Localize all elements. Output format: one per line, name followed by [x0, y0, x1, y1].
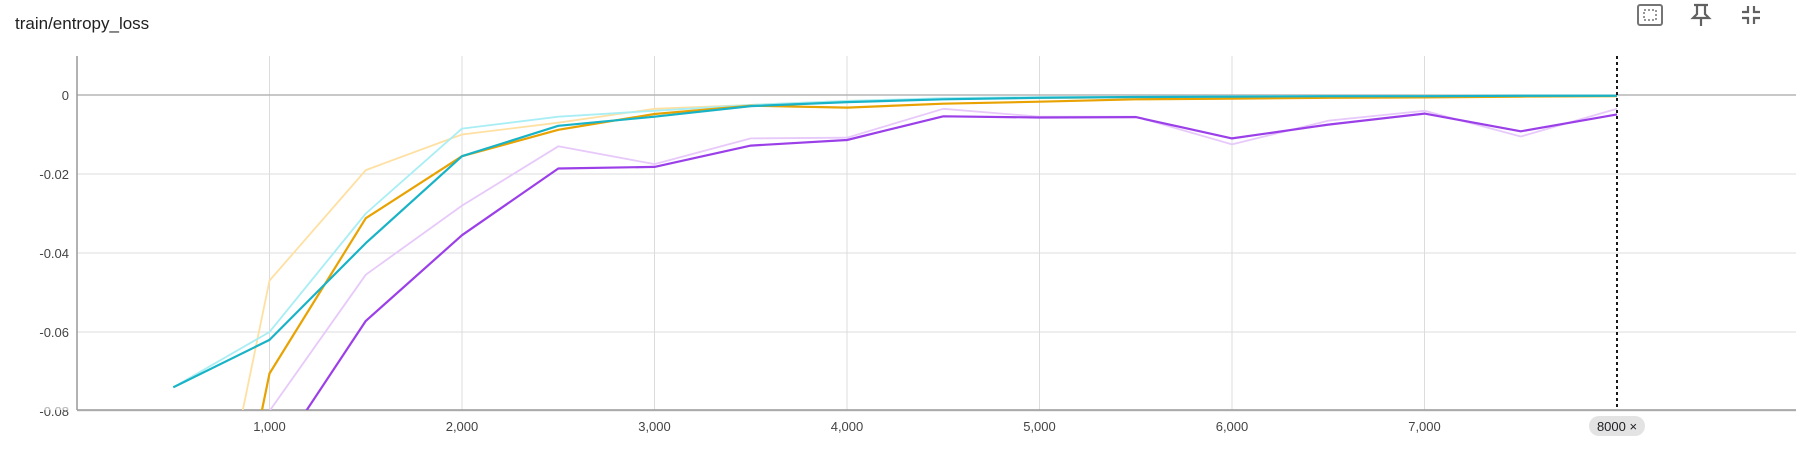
y-tick-label: -0.04	[39, 246, 69, 261]
y-tick-label: 0	[62, 88, 69, 103]
x-tick-label: 2,000	[446, 419, 479, 434]
series-line-4	[260, 95, 1618, 410]
pin-button[interactable]	[1686, 0, 1716, 30]
series-lines	[172, 94, 1618, 410]
chart-title: train/entropy_loss	[15, 14, 150, 33]
cursor-overlay: 8000 ×	[1589, 56, 1645, 436]
cursor-label: 8000 ×	[1597, 419, 1637, 434]
y-tick-label: -0.08	[39, 404, 69, 419]
x-tick-label: 3,000	[638, 419, 671, 434]
collapse-icon	[1742, 6, 1760, 24]
y-tick-label: -0.02	[39, 167, 69, 182]
x-tick-label: 5,000	[1023, 419, 1056, 434]
cursor-badge[interactable]	[1589, 416, 1645, 436]
series-line-5	[172, 94, 1617, 389]
series-line-3	[269, 107, 1618, 410]
series-line-6	[305, 112, 1618, 410]
x-tick-label: 1,000	[253, 419, 286, 434]
collapse-button[interactable]	[1736, 0, 1766, 30]
grid-lines	[77, 56, 1796, 412]
axes: 1,000 2,000 3,000 4,000 5,000 6,000 7,000 0 -0.0…	[39, 56, 1796, 434]
y-tick-label: -0.06	[39, 325, 69, 340]
fit-domain-icon	[1637, 4, 1663, 26]
x-tick-label: 4,000	[831, 419, 864, 434]
series-line-2	[172, 94, 1617, 389]
x-tick-label: 6,000	[1216, 419, 1249, 434]
fit-domain-button[interactable]	[1635, 0, 1665, 30]
pin-icon	[1690, 3, 1712, 26]
y-tick-label-partial: -0.08	[39, 404, 69, 419]
x-tick-label: 7,000	[1408, 419, 1441, 434]
